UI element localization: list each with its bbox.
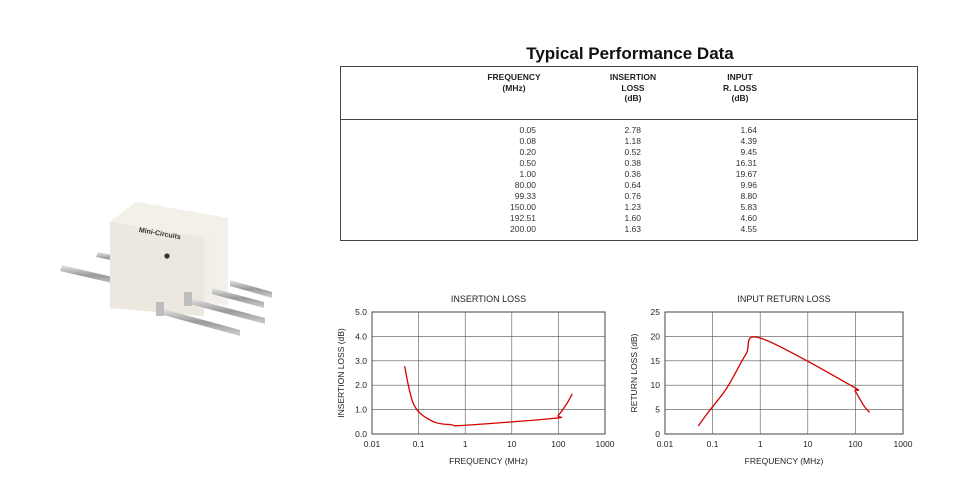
- table-cell: 0.05: [519, 125, 536, 135]
- pin-left-front: [60, 265, 125, 286]
- table-cell: 0.38: [624, 158, 641, 168]
- y-tick-label: 15: [651, 356, 661, 366]
- table-cell: 1.18: [624, 136, 641, 146]
- package-left: [110, 222, 204, 316]
- x-tick-label: 0.01: [364, 439, 381, 449]
- chart-insertion-loss: INSERTION LOSS 0.01 0.1 1 10 100 1000 0.0 1.0 2.0…: [336, 294, 615, 466]
- y-tick-label: 0.0: [355, 429, 367, 439]
- table-cell: 150.00: [510, 202, 536, 212]
- y-tick-label: 20: [651, 331, 661, 341]
- x-axis-label: FREQUENCY (MHz): [745, 456, 824, 466]
- table-title: Typical Performance Data: [526, 44, 734, 63]
- table-cell: 192.51: [510, 213, 536, 223]
- header-return-loss: INPUT R. LOSS (dB): [722, 72, 757, 103]
- table-cell: 4.55: [740, 224, 757, 234]
- chart-title: INPUT RETURN LOSS: [737, 294, 830, 304]
- y-tick-label: 1.0: [355, 405, 367, 415]
- series-line: [403, 366, 574, 427]
- y-axis-label: RETURN LOSS (dB): [629, 333, 639, 412]
- pin-right-1: [184, 292, 265, 324]
- table-cell: 9.96: [740, 180, 757, 190]
- chart-title: INSERTION LOSS: [451, 294, 526, 304]
- table-cell: 19.67: [735, 169, 757, 179]
- table-cell: 0.64: [624, 180, 641, 190]
- table-cell: 0.52: [624, 147, 641, 157]
- package-top: [110, 202, 228, 238]
- table-cell: 4.39: [740, 136, 757, 146]
- x-tick-label: 100: [848, 439, 862, 449]
- product-photo: Mini-Circuits: [60, 202, 272, 336]
- table-cell: 0.08: [519, 136, 536, 146]
- table-cell: 0.76: [624, 191, 641, 201]
- x-tick-label: 1000: [596, 439, 615, 449]
- header-frequency: FREQUENCY (MHz): [487, 72, 541, 93]
- table-cell: 1.64: [740, 125, 757, 135]
- x-tick-label: 0.1: [707, 439, 719, 449]
- table-cell: 200.00: [510, 224, 536, 234]
- plot-frame: [664, 311, 904, 435]
- x-tick-label: 1: [463, 439, 468, 449]
- performance-table: FREQUENCY (MHz) INSERTION LOSS (dB) INPU…: [340, 66, 918, 241]
- table-cell: 1.63: [624, 224, 641, 234]
- table-cell: 16.31: [735, 158, 757, 168]
- pin-right-2: [212, 288, 264, 308]
- y-tick-label: 4.0: [355, 331, 367, 341]
- x-tick-label: 0.1: [413, 439, 425, 449]
- x-tick-label: 100: [551, 439, 565, 449]
- header-divider: [341, 119, 917, 120]
- table-cell: 1.00: [519, 169, 536, 179]
- series-line: [697, 336, 871, 427]
- y-tick-label: 0: [655, 429, 660, 439]
- x-tick-label: 10: [803, 439, 813, 449]
- plot-frame: [371, 311, 606, 435]
- table-cell: 80.00: [514, 180, 536, 190]
- y-tick-label: 5.0: [355, 307, 367, 317]
- table-cell: 1.60: [624, 213, 641, 223]
- y-axis-label: INSERTION LOSS (dB): [336, 328, 346, 418]
- table-cell: 2.78: [624, 125, 641, 135]
- x-axis-label: FREQUENCY (MHz): [449, 456, 528, 466]
- y-tick-label: 5: [655, 405, 660, 415]
- y-tick-label: 10: [651, 380, 661, 390]
- table-cell: 4.60: [740, 213, 757, 223]
- y-tick-label: 3.0: [355, 356, 367, 366]
- chart-return-loss: INPUT RETURN LOSS 0.01 0.1 1 10 100 1000 0 5 10 15…: [629, 294, 913, 466]
- x-tick-label: 10: [507, 439, 517, 449]
- x-tick-label: 1000: [894, 439, 913, 449]
- table-cell: 99.33: [514, 191, 536, 201]
- table-cell: 0.20: [519, 147, 536, 157]
- table-cell: 0.36: [624, 169, 641, 179]
- table-cell: 0.50: [519, 158, 536, 168]
- x-tick-label: 1: [758, 439, 763, 449]
- table-cell: 5.83: [740, 202, 757, 212]
- table-cell: 1.23: [624, 202, 641, 212]
- header-insertion-loss: INSERTION LOSS (dB): [609, 72, 657, 103]
- y-tick-label: 25: [651, 307, 661, 317]
- pin-right-3: [156, 302, 240, 336]
- x-tick-label: 0.01: [657, 439, 674, 449]
- pin-right-4: [230, 280, 272, 298]
- y-tick-label: 2.0: [355, 380, 367, 390]
- pin1-dot: [164, 253, 170, 259]
- table-cell: 8.80: [740, 191, 757, 201]
- table-cell: 9.45: [740, 147, 757, 157]
